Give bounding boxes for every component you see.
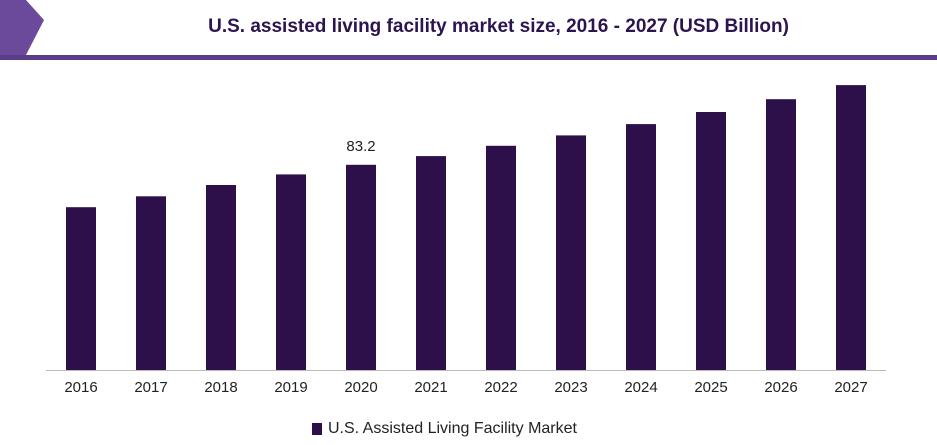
bar-2022 (486, 145, 516, 370)
chart-header: U.S. assisted living facility market siz… (0, 0, 937, 60)
x-tick-label-2021: 2021 (414, 379, 447, 396)
x-tick-label-2027: 2027 (834, 379, 867, 396)
x-tick-label-2020: 2020 (344, 379, 377, 396)
bar-2018 (206, 185, 236, 370)
data-label-2020: 83.2 (346, 138, 375, 155)
corner-decoration-icon (0, 0, 44, 55)
bar-2024 (626, 124, 656, 370)
bar-2016 (66, 207, 96, 370)
bar-2026 (766, 99, 796, 370)
x-tick-label-2018: 2018 (204, 379, 237, 396)
bar-2019 (276, 174, 306, 370)
legend-label: U.S. Assisted Living Facility Market (328, 420, 577, 437)
legend: U.S. Assisted Living Facility Market (312, 420, 577, 438)
x-tick-label-2023: 2023 (554, 379, 587, 396)
x-tick-label-2017: 2017 (134, 379, 167, 396)
bar-2017 (136, 196, 166, 370)
x-tick-label-2019: 2019 (274, 379, 307, 396)
x-tick-label-2024: 2024 (624, 379, 657, 396)
bar-2020 (346, 164, 376, 370)
bar-2021 (416, 156, 446, 370)
bar-2027 (836, 85, 866, 370)
x-tick-label-2026: 2026 (764, 379, 797, 396)
bar-2025 (696, 112, 726, 370)
x-tick-label-2022: 2022 (484, 379, 517, 396)
chart-title: U.S. assisted living facility market siz… (208, 16, 789, 37)
x-tick-label-2025: 2025 (694, 379, 727, 396)
x-tick-label-2016: 2016 (64, 379, 97, 396)
bar-2023 (556, 135, 586, 370)
header-divider (0, 55, 937, 60)
legend-swatch (312, 423, 322, 435)
